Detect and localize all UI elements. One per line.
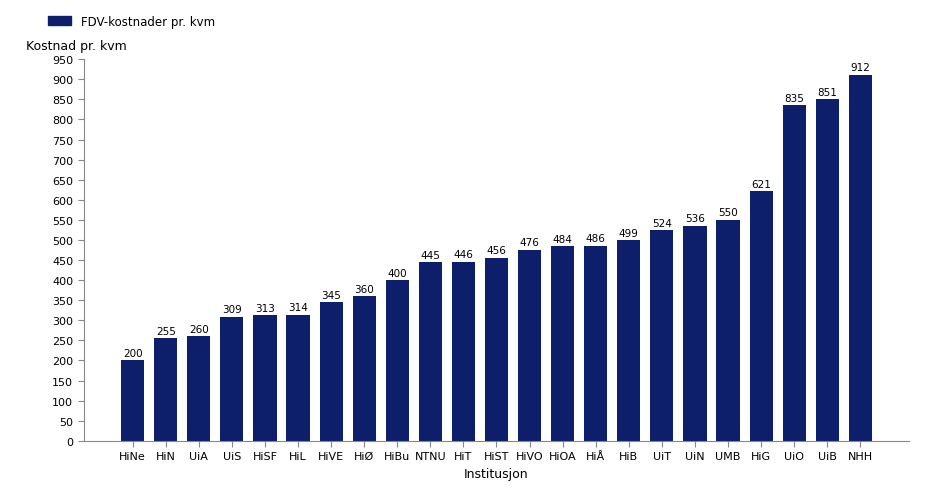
Bar [848, 75, 871, 441]
Text: 400: 400 [387, 268, 407, 278]
Text: 499: 499 [618, 228, 638, 238]
Bar [286, 315, 310, 441]
Bar [451, 262, 475, 441]
Text: 484: 484 [552, 234, 572, 244]
Legend: FDV-kostnader pr. kvm: FDV-kostnader pr. kvm [43, 11, 220, 33]
Bar [749, 192, 772, 441]
Bar [815, 100, 838, 441]
Text: 536: 536 [684, 213, 705, 223]
Bar [485, 258, 507, 441]
Bar [253, 316, 276, 441]
Bar [682, 226, 705, 441]
Text: 314: 314 [287, 303, 308, 313]
Bar [418, 263, 441, 441]
Bar [517, 250, 540, 441]
Text: 200: 200 [122, 348, 143, 358]
Text: Kostnad pr. kvm: Kostnad pr. kvm [26, 40, 126, 53]
Text: 550: 550 [717, 208, 737, 218]
Text: 486: 486 [585, 233, 605, 243]
Text: 313: 313 [255, 303, 274, 313]
Bar [781, 106, 805, 441]
Text: 851: 851 [817, 87, 836, 97]
Text: 621: 621 [750, 179, 770, 189]
Bar [121, 361, 144, 441]
Bar [616, 241, 640, 441]
Text: 345: 345 [321, 290, 340, 300]
X-axis label: Institusjon: Institusjon [464, 467, 528, 480]
Bar [220, 317, 243, 441]
Bar [716, 220, 739, 441]
Text: 912: 912 [849, 63, 870, 73]
Text: 456: 456 [486, 245, 506, 256]
Bar [319, 303, 342, 441]
Text: 309: 309 [222, 305, 241, 315]
Bar [386, 281, 409, 441]
Bar [352, 297, 375, 441]
Text: 524: 524 [652, 218, 671, 228]
Bar [187, 337, 210, 441]
Text: 360: 360 [354, 284, 374, 294]
Text: 255: 255 [156, 326, 175, 336]
Text: 260: 260 [189, 324, 209, 334]
Text: 476: 476 [519, 237, 539, 247]
Bar [551, 247, 574, 441]
Bar [583, 246, 606, 441]
Text: 835: 835 [783, 94, 803, 104]
Text: 446: 446 [453, 249, 473, 260]
Text: 445: 445 [420, 250, 439, 260]
Bar [650, 231, 673, 441]
Bar [154, 339, 177, 441]
